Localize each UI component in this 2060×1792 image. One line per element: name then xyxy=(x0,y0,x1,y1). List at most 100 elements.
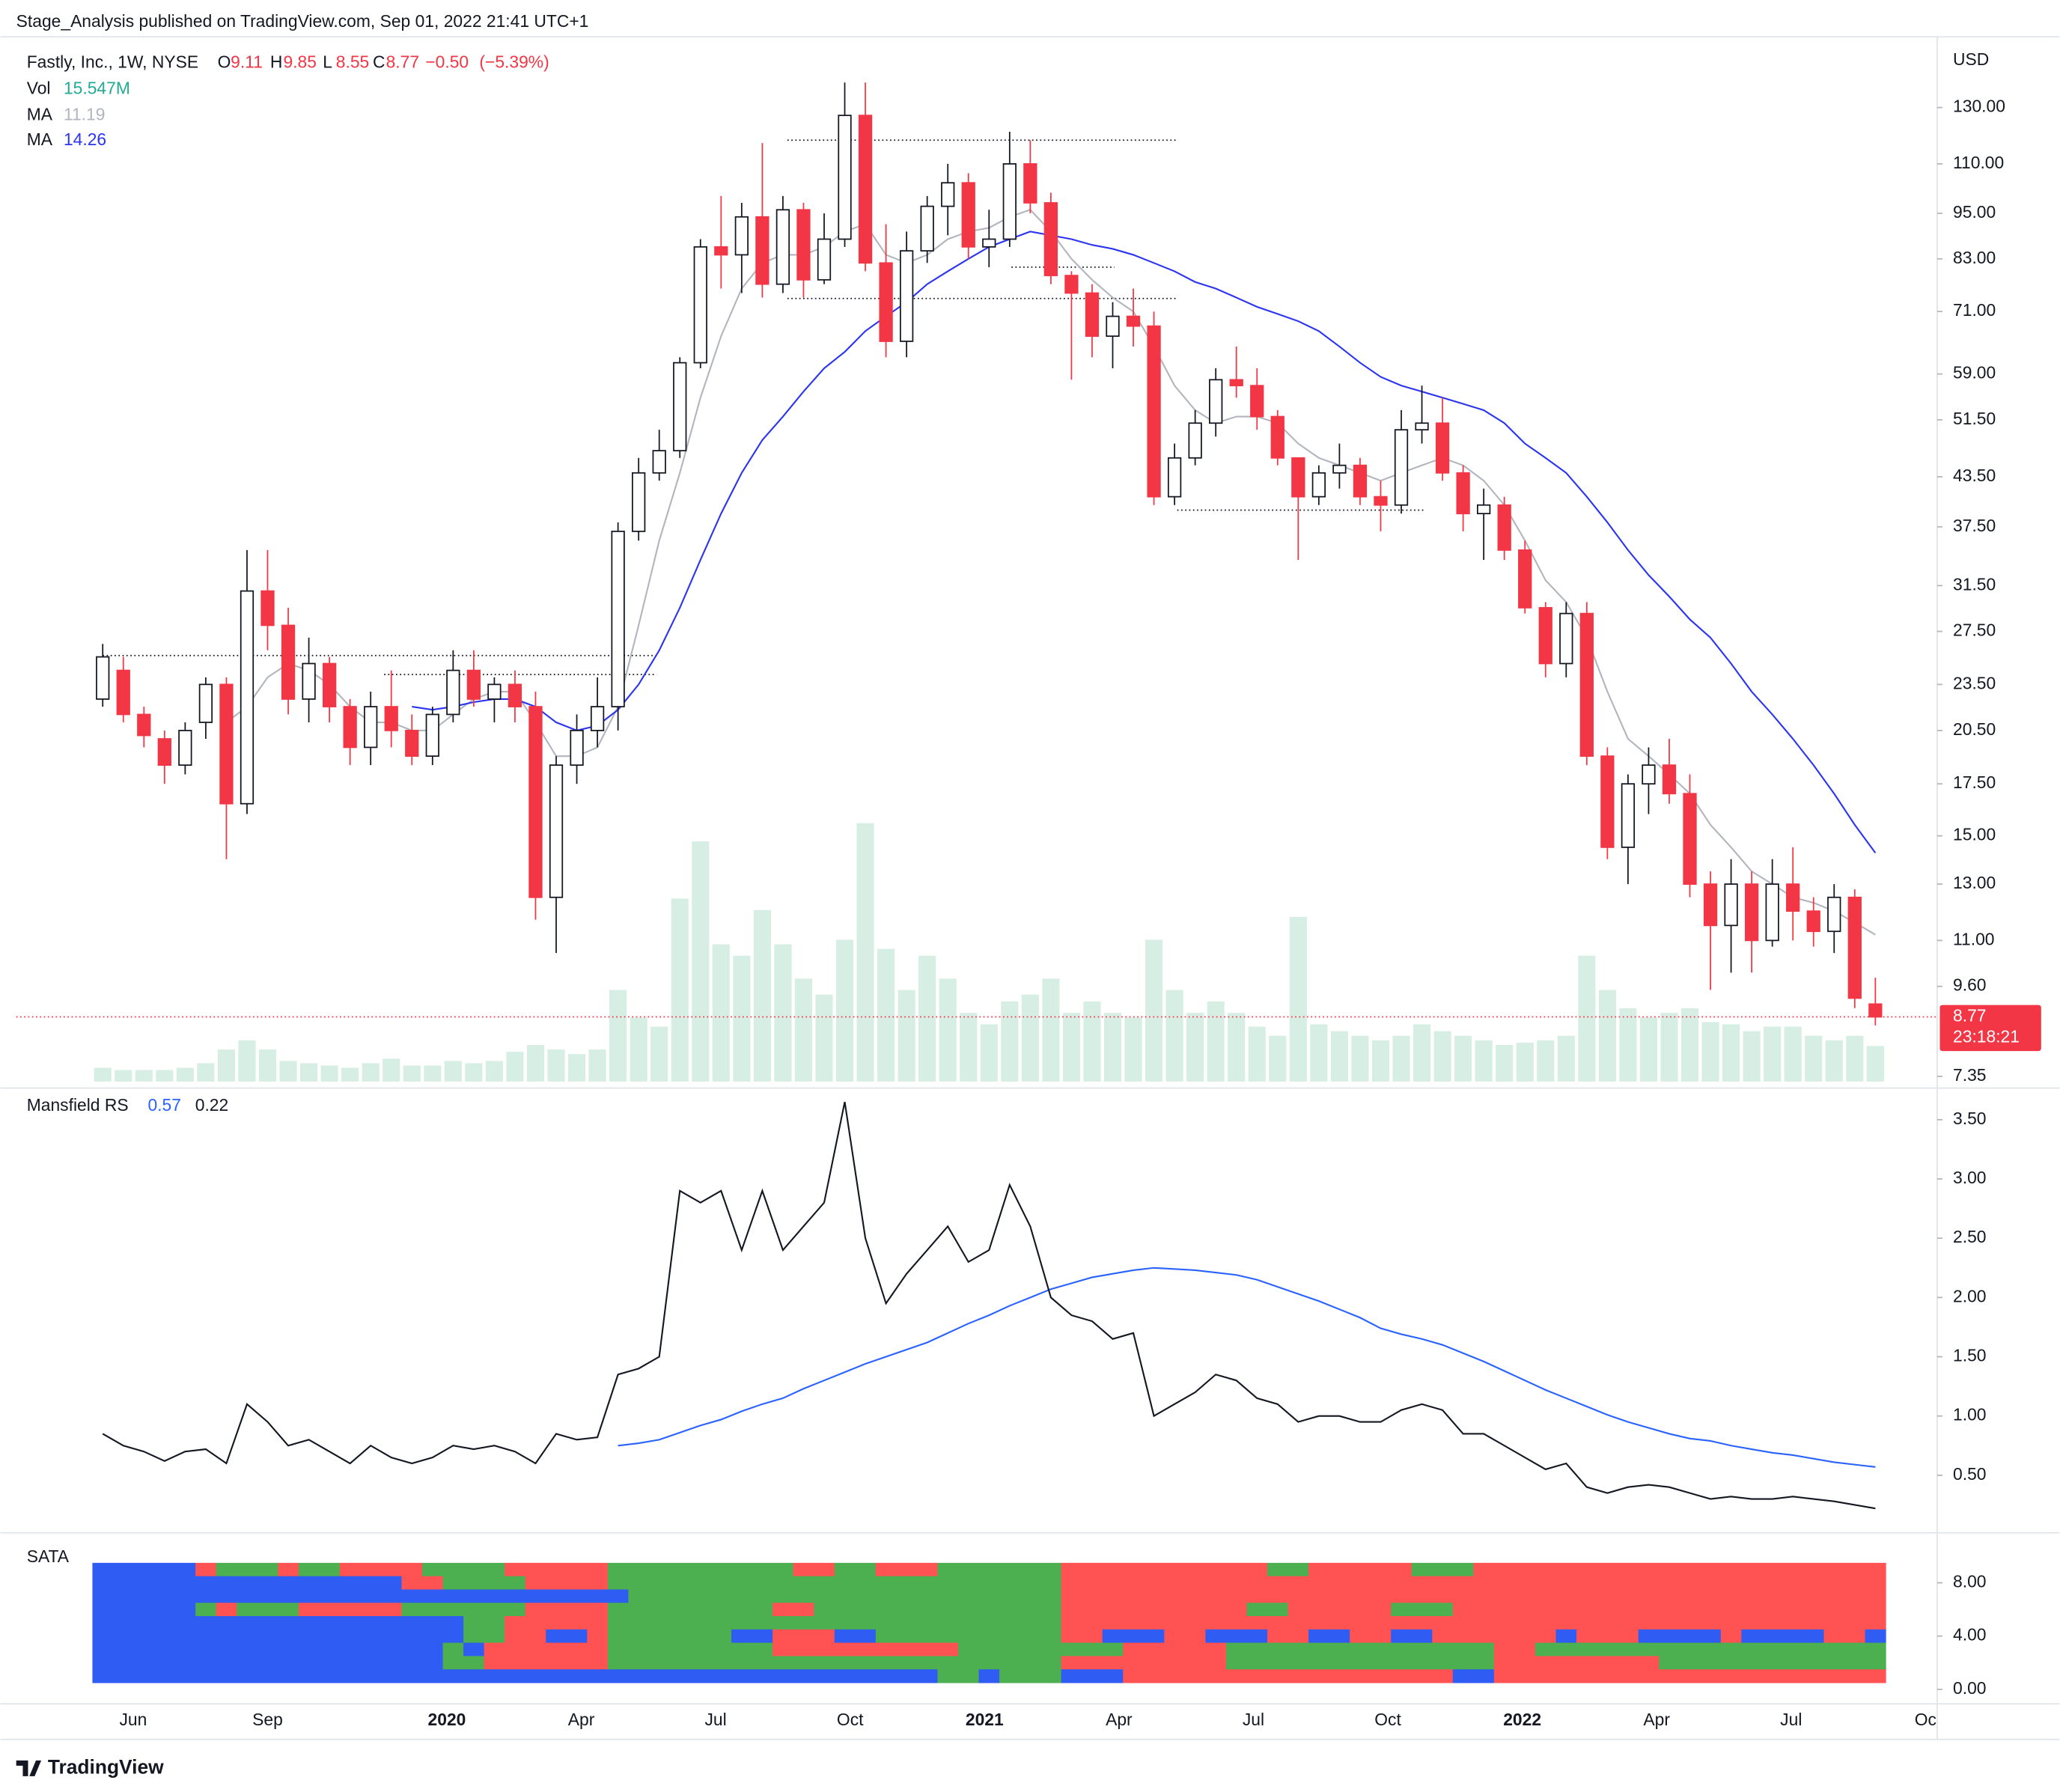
x-tick-label: Oct xyxy=(837,1710,864,1729)
candle-body xyxy=(1147,325,1161,498)
candle-body xyxy=(116,669,130,716)
volume-bar xyxy=(1289,916,1307,1082)
ohlc-label: H xyxy=(270,52,283,71)
volume-bar xyxy=(1392,1035,1410,1082)
y-tick-label: 51.50 xyxy=(1953,409,1996,428)
candle-body xyxy=(260,590,275,627)
candle-body xyxy=(528,706,543,898)
candle-body xyxy=(1435,422,1450,474)
sata-cell xyxy=(1267,1562,1309,1577)
sata-cell xyxy=(401,1576,444,1590)
volume-bar xyxy=(1165,990,1183,1082)
y-tick-label: 23.50 xyxy=(1953,673,1996,692)
sata-cell xyxy=(1555,1629,1577,1644)
x-tick-label: Jul xyxy=(1243,1710,1264,1729)
candle-body xyxy=(1683,793,1697,885)
last-price-box xyxy=(1939,1005,2041,1052)
sata-cell xyxy=(1061,1603,1248,1617)
sata-cell xyxy=(978,1669,1000,1683)
candle-body xyxy=(549,764,564,898)
x-tick-label: Oct xyxy=(1374,1710,1401,1729)
sata-cell xyxy=(1741,1629,1825,1644)
candle-body xyxy=(425,713,439,758)
candle-body xyxy=(157,738,171,767)
sata-cell xyxy=(999,1669,1062,1683)
y-tick-label: 110.00 xyxy=(1953,153,2004,172)
sata-cell xyxy=(442,1642,464,1657)
volume-bar xyxy=(1475,1040,1493,1082)
sata-cell xyxy=(1061,1589,1886,1603)
line-series xyxy=(618,1267,1876,1468)
ohlc-value: 8.77 xyxy=(386,52,419,71)
candle-body xyxy=(1043,202,1058,276)
sata-cell xyxy=(195,1562,217,1577)
sata-cell xyxy=(195,1603,217,1617)
sata-cell xyxy=(834,1629,877,1644)
ma-legend: MA xyxy=(27,105,53,124)
sata-cell xyxy=(92,1576,403,1590)
candle-body xyxy=(343,706,357,749)
candle-body xyxy=(652,450,666,474)
volume-bar xyxy=(465,1063,483,1082)
candle-body xyxy=(632,472,646,532)
candle-body xyxy=(1724,883,1738,927)
y-tick-label: 2.50 xyxy=(1953,1227,1986,1246)
sata-cell xyxy=(92,1642,444,1657)
candle-body xyxy=(178,730,192,767)
sata-cell xyxy=(1865,1629,1886,1644)
candle-body xyxy=(1353,464,1368,498)
currency: USD xyxy=(1953,49,1989,69)
volume-bar xyxy=(1701,1022,1719,1082)
volume-bar xyxy=(1124,1017,1142,1082)
volume-bar xyxy=(918,955,936,1082)
sata-cell xyxy=(1288,1603,1392,1617)
candle-body xyxy=(858,115,873,264)
candle-body xyxy=(1621,783,1636,848)
logo-text: TradingView xyxy=(48,1755,164,1778)
volume-bar xyxy=(176,1067,194,1082)
logo[interactable]: TradingView xyxy=(16,1755,164,1778)
candle-body xyxy=(982,238,996,248)
volume-bar xyxy=(1866,1046,1884,1082)
volume-bar xyxy=(1103,1013,1122,1082)
volume-bar xyxy=(424,1065,442,1082)
candle-body xyxy=(796,209,811,281)
sata-cell xyxy=(1225,1642,1495,1657)
candle-body xyxy=(1786,883,1800,912)
candle-body xyxy=(1456,472,1470,515)
sata-cell xyxy=(1225,1656,1495,1670)
sata-cell xyxy=(298,1562,341,1577)
candle-body xyxy=(734,216,749,256)
candle-body xyxy=(302,662,316,700)
ma-legend-value: 11.19 xyxy=(64,105,105,124)
volume-bar xyxy=(1062,1013,1080,1082)
y-tick-label: 1.00 xyxy=(1953,1405,1986,1424)
y-tick-label: 31.50 xyxy=(1953,574,1996,594)
sata-cell xyxy=(1123,1642,1227,1657)
sata-cell xyxy=(1061,1576,1886,1590)
sata-cell xyxy=(937,1562,1062,1577)
sata-cell xyxy=(1164,1629,1206,1644)
candle-body xyxy=(1497,504,1511,551)
sata-cell xyxy=(607,1616,1062,1630)
volume-bar xyxy=(300,1063,318,1082)
ohlc-label: O xyxy=(218,52,231,71)
volume-bar xyxy=(1248,1026,1266,1082)
sata-cell xyxy=(731,1629,773,1644)
volume-bar xyxy=(1639,1017,1657,1082)
candle-body xyxy=(899,250,914,342)
candle-body xyxy=(1868,1003,1883,1018)
sata-cell xyxy=(1493,1669,1886,1683)
y-tick-label: 130.00 xyxy=(1953,97,2005,116)
volume-bar xyxy=(671,898,689,1082)
candle-body xyxy=(817,238,832,281)
y-tick-label: 27.50 xyxy=(1953,621,1996,640)
sata-cell xyxy=(1350,1629,1392,1644)
candle-body xyxy=(1477,504,1491,515)
sata-cell xyxy=(772,1603,814,1617)
x-tick-label: Jul xyxy=(705,1710,727,1729)
volume-bar xyxy=(1371,1040,1390,1082)
candle-body xyxy=(281,624,296,700)
volume-bar xyxy=(567,1054,586,1082)
